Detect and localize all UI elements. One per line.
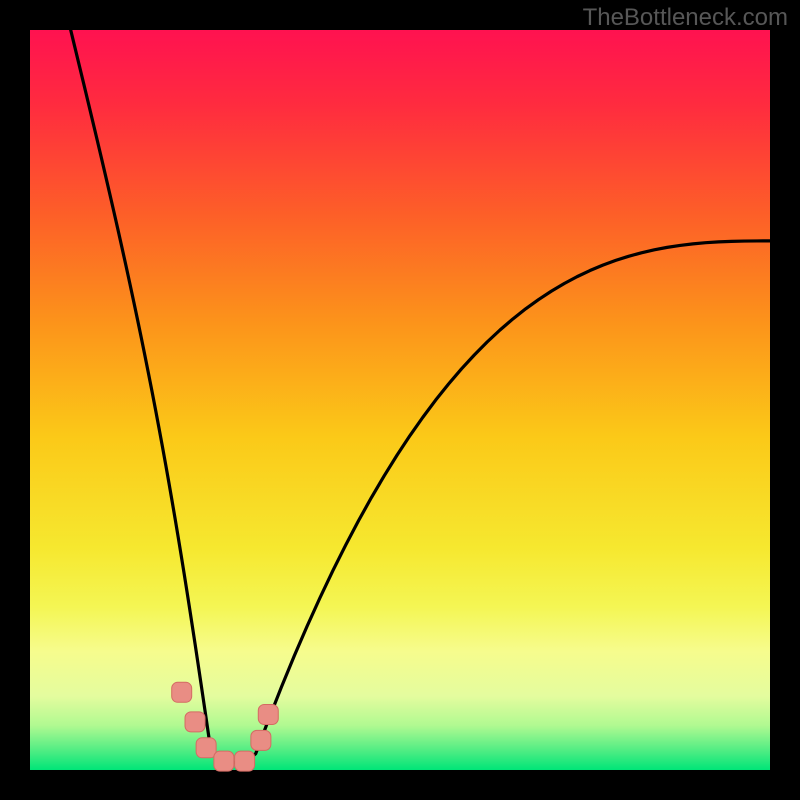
data-marker [251,730,271,750]
data-marker [214,751,234,771]
data-marker [196,738,216,758]
data-marker [258,705,278,725]
data-marker [185,712,205,732]
watermark-text: TheBottleneck.com [583,4,788,32]
data-marker [172,682,192,702]
plot-background [30,30,770,770]
chart-container: TheBottleneck.com [0,0,800,800]
data-marker [235,751,255,771]
bottleneck-chart [0,0,800,800]
